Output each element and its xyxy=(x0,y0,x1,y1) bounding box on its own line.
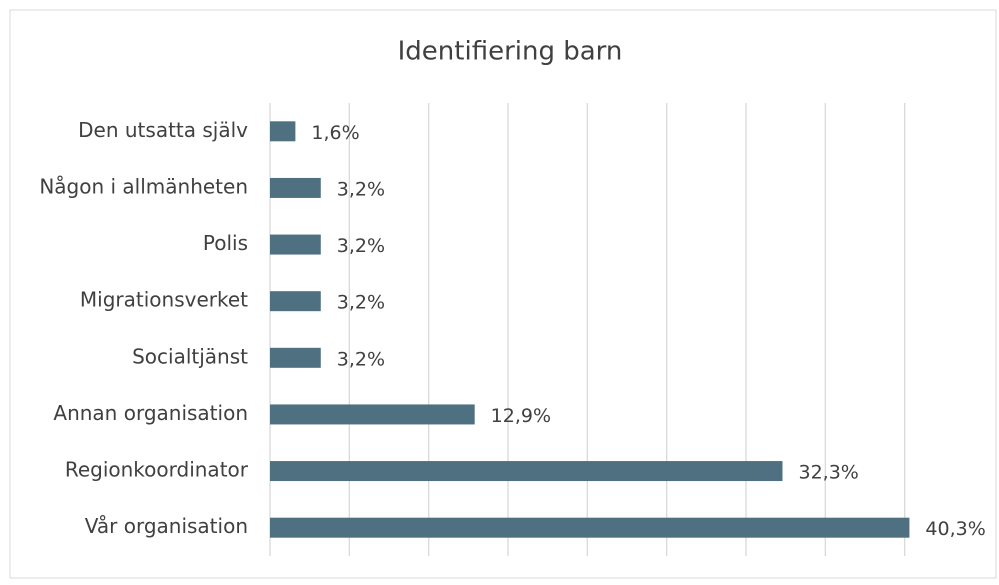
data-label: 3,2% xyxy=(337,235,385,257)
chart-title: Identifiering barn xyxy=(398,37,623,67)
bar xyxy=(270,347,321,368)
y-tick-label: Annan organisation xyxy=(53,401,248,425)
data-label: 3,2% xyxy=(337,292,385,314)
bar xyxy=(270,234,321,255)
y-tick-label: Socialtjänst xyxy=(132,344,248,368)
bar xyxy=(270,461,783,482)
data-label: 1,6% xyxy=(311,122,359,144)
y-tick-label: Vår organisation xyxy=(85,514,248,538)
data-label: 12,9% xyxy=(491,405,551,427)
data-label: 3,2% xyxy=(337,178,385,200)
bar xyxy=(270,177,321,198)
y-tick-label: Migrationsverket xyxy=(80,288,248,312)
y-tick-label: Regionkoordinator xyxy=(65,458,249,482)
data-label: 40,3% xyxy=(925,518,985,540)
data-label: 32,3% xyxy=(798,462,858,484)
bar xyxy=(270,121,296,142)
bar xyxy=(270,404,475,425)
bar xyxy=(270,291,321,312)
y-tick-label: Polis xyxy=(203,231,248,255)
chart-frame xyxy=(9,9,997,579)
y-tick-label: Den utsatta själv xyxy=(78,118,248,142)
y-tick-label: Någon i allmänheten xyxy=(39,174,248,198)
bar xyxy=(270,517,910,538)
data-label: 3,2% xyxy=(337,348,385,370)
